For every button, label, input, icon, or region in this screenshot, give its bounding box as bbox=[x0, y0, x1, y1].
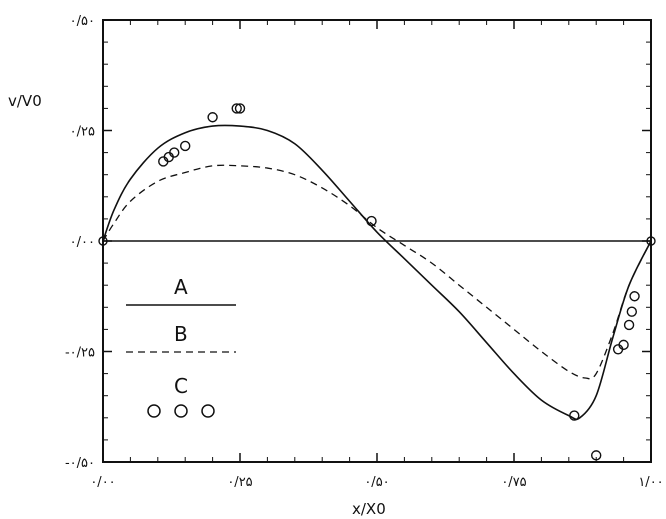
series-c-point-13 bbox=[626, 306, 638, 317]
y-tick-label-2: ۰/۰۰ bbox=[70, 235, 95, 250]
zero-line-endpoint-1 bbox=[646, 236, 656, 246]
series-c-point-7 bbox=[366, 215, 377, 227]
x-tick-label-0: ۰/۰۰ bbox=[90, 475, 115, 490]
series-c-point-6 bbox=[234, 103, 246, 114]
legend-label-c: C bbox=[174, 374, 188, 398]
zero-line-endpoint-0 bbox=[98, 236, 108, 246]
y-tick-label-1: ۰/۲۵ bbox=[70, 125, 95, 140]
series-c-point-4 bbox=[207, 112, 218, 123]
x-tick-label-1: ۰/۲۵ bbox=[227, 475, 252, 490]
legend-label-b: B bbox=[174, 322, 188, 346]
y-tick-label-3: -۰/۲۵ bbox=[65, 346, 95, 361]
series-c-point-9 bbox=[591, 450, 602, 461]
y-tick-label-4: -۰/۵۰ bbox=[65, 456, 95, 471]
y-tick-label-0: ۰/۵۰ bbox=[70, 14, 95, 29]
x-axis-label: x/X0 bbox=[352, 500, 386, 518]
y-axis-label: v/V0 bbox=[8, 92, 42, 110]
x-tick-label-4: ۱/۰۰ bbox=[638, 475, 663, 490]
series-c-point-5 bbox=[231, 103, 242, 114]
legend-label-a: A bbox=[174, 275, 188, 299]
series-c-point-14 bbox=[629, 291, 640, 302]
series-c-point-12 bbox=[623, 319, 635, 331]
legend-marker-c-2 bbox=[174, 404, 188, 418]
x-tick-label-2: ۰/۵۰ bbox=[364, 475, 389, 490]
legend: A B C bbox=[126, 275, 236, 418]
series-c-point-3 bbox=[179, 140, 191, 152]
series-layer bbox=[98, 103, 656, 461]
series-a-line bbox=[102, 124, 652, 421]
legend-marker-c-3 bbox=[201, 404, 215, 418]
series-c-point-8 bbox=[569, 410, 580, 421]
series-c-point-2 bbox=[169, 147, 180, 158]
legend-marker-c-1 bbox=[147, 404, 161, 418]
series-c-point-11 bbox=[618, 339, 629, 351]
series-b-line bbox=[102, 164, 652, 380]
x-tick-label-3: ۰/۷۵ bbox=[501, 475, 526, 490]
